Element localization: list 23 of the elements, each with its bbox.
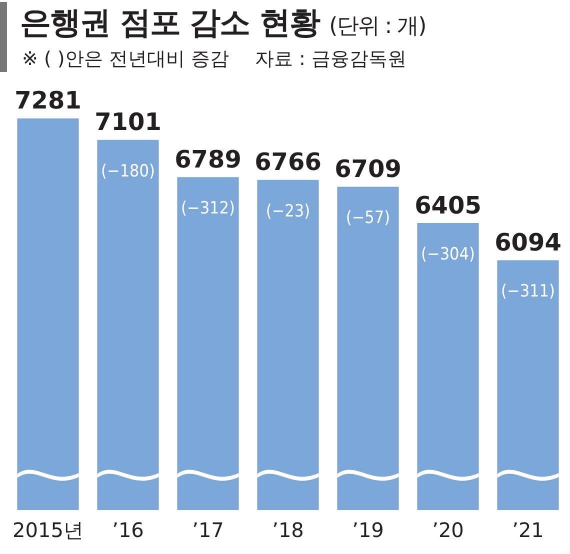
x-tick-label: ’16 (112, 518, 144, 542)
annotation: (−311) (501, 282, 555, 302)
data-label: 6094 (494, 228, 562, 256)
annotation: (−304) (421, 244, 475, 264)
annotation: (−180) (101, 161, 155, 182)
x-tick-label: ’20 (432, 518, 464, 542)
chart-subtitle: ※ ( )안은 전년대비 증감 (22, 48, 229, 70)
data-label: 6766 (254, 148, 322, 176)
data-label: 6709 (334, 154, 402, 183)
data-label: 7281 (14, 86, 82, 115)
data-label: 6405 (414, 191, 482, 220)
chart-title: 은행권 점포 감소 현황 (단위 : 개) (20, 4, 426, 43)
annotation: (−57) (346, 208, 390, 228)
annotation: (−23) (266, 201, 310, 222)
x-tick-label: ’17 (192, 518, 224, 542)
x-tick-label: 2015년 (12, 518, 84, 542)
data-label: 7101 (94, 108, 162, 136)
annotation: (−312) (181, 198, 235, 219)
text: 자료 : 금융감독원 (254, 48, 406, 70)
x-tick-label: ’21 (512, 518, 544, 542)
x-tick-label: ’19 (352, 518, 384, 542)
x-tick-label: ’18 (272, 518, 304, 542)
data-label: 6789 (174, 145, 242, 174)
